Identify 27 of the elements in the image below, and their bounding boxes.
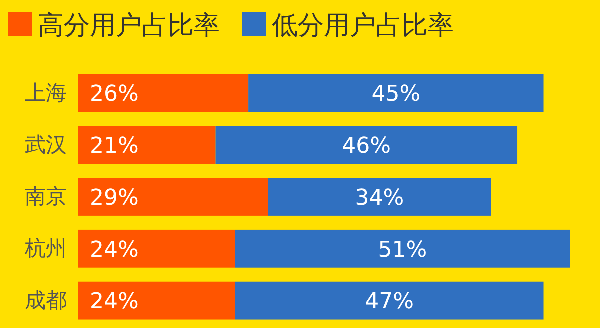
data-label: 45% — [372, 82, 421, 108]
y-tick-label: 杭州 — [24, 236, 67, 261]
bar — [78, 282, 236, 320]
bar — [78, 230, 236, 268]
y-tick-label: 成都 — [25, 288, 67, 313]
data-label: 24% — [90, 238, 139, 263]
bar — [78, 178, 268, 216]
data-label: 29% — [90, 186, 139, 211]
bar — [78, 126, 216, 164]
y-tick-label: 武汉 — [25, 132, 67, 157]
y-tick-label: 上海 — [25, 80, 67, 105]
legend-label: 低分用户占比率 — [272, 11, 454, 41]
y-tick-label: 南京 — [25, 184, 67, 209]
data-label: 21% — [90, 134, 139, 160]
bar — [248, 74, 544, 112]
data-label: 51% — [378, 238, 428, 263]
data-label: 47% — [365, 290, 414, 315]
bar — [216, 126, 518, 164]
data-label: 24% — [90, 290, 139, 315]
bar — [78, 74, 249, 112]
data-label: 26% — [90, 82, 139, 108]
bar — [235, 230, 570, 268]
data-label: 34% — [355, 186, 404, 211]
data-label: 46% — [342, 134, 392, 160]
legend-label: 高分用户占比率 — [38, 11, 220, 41]
bar — [268, 178, 492, 216]
bar — [235, 282, 544, 320]
